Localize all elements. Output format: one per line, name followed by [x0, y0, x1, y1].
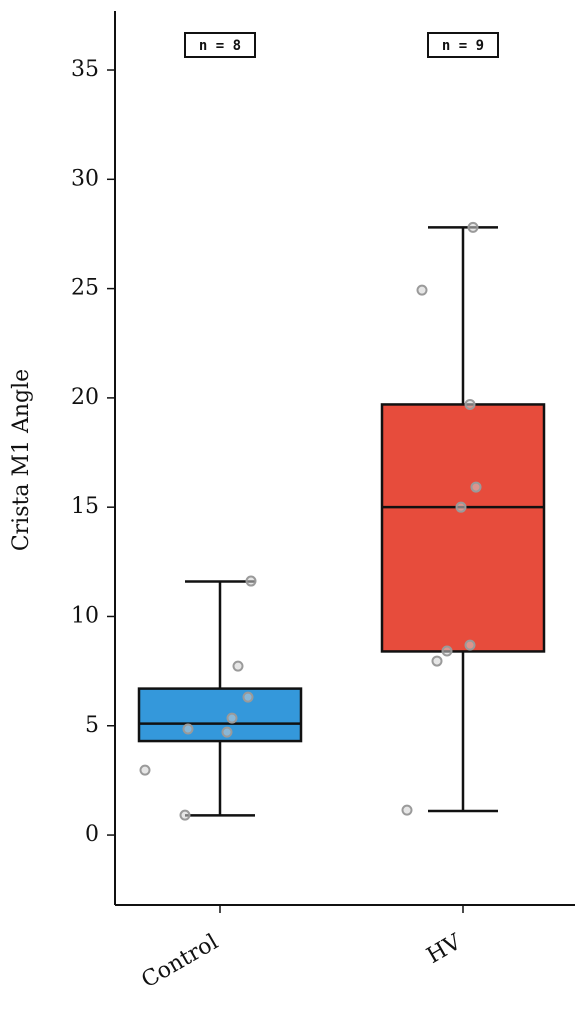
x-tick-label: Control [137, 930, 222, 994]
y-tick-label: 30 [71, 166, 99, 191]
data-point [232, 660, 244, 672]
data-point [464, 639, 476, 651]
y-tick-label: 0 [85, 822, 99, 847]
data-point [455, 501, 467, 513]
y-tick-label: 35 [71, 57, 99, 82]
y-tick-label: 25 [71, 276, 99, 301]
data-point [470, 481, 482, 493]
data-point [416, 284, 428, 296]
data-point [242, 691, 254, 703]
annotation: n = 8 [199, 38, 241, 54]
annotation-box [427, 32, 499, 58]
data-point [226, 712, 238, 724]
data-point [467, 221, 479, 233]
annotation: n = 9 [442, 38, 484, 54]
y-tick-label: 20 [71, 385, 99, 410]
box [137, 687, 303, 743]
y-tick-label: 5 [85, 713, 99, 738]
data-point [441, 645, 453, 657]
annotation-box [184, 32, 256, 58]
x-tick-label: HV [423, 929, 467, 969]
data-point [221, 726, 233, 738]
data-point [179, 809, 191, 821]
y-axis-label: Crista M1 Angle [9, 369, 34, 551]
data-point [431, 655, 443, 667]
data-point [245, 575, 257, 587]
y-tick-label: 15 [71, 494, 99, 519]
y-tick-label: 10 [71, 603, 99, 628]
data-point [464, 398, 476, 410]
data-point [139, 764, 151, 776]
data-point [182, 723, 194, 735]
box [380, 403, 546, 653]
data-point [401, 804, 413, 816]
